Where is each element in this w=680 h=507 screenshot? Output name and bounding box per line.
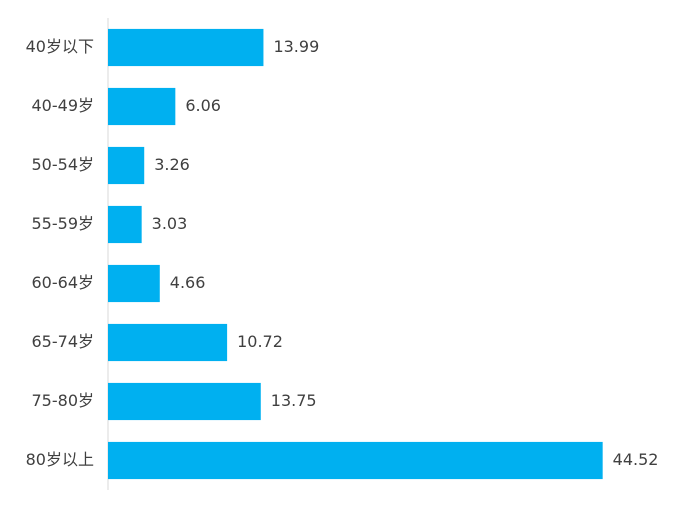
y-tick-label: 50-54岁	[32, 155, 95, 174]
value-label: 10.72	[237, 332, 283, 351]
bar	[108, 441, 603, 480]
bar	[108, 87, 176, 126]
y-tick-label: 75-80岁	[32, 391, 95, 410]
value-label: 3.26	[154, 155, 190, 174]
bar	[108, 28, 264, 67]
y-tick-label: 40-49岁	[32, 96, 95, 115]
value-label: 44.52	[613, 450, 659, 469]
value-label: 6.06	[185, 96, 221, 115]
bar	[108, 323, 228, 362]
value-label: 13.99	[273, 37, 319, 56]
value-label: 3.03	[152, 214, 188, 233]
y-tick-label: 40岁以下	[26, 37, 94, 56]
bar	[108, 264, 160, 303]
bar	[108, 382, 261, 421]
value-label: 4.66	[170, 273, 206, 292]
bar	[108, 205, 142, 244]
y-tick-label: 60-64岁	[32, 273, 95, 292]
value-label: 13.75	[271, 391, 317, 410]
y-tick-label: 65-74岁	[32, 332, 95, 351]
bar	[108, 146, 145, 185]
y-tick-label: 55-59岁	[32, 214, 95, 233]
y-tick-label: 80岁以上	[26, 450, 94, 469]
